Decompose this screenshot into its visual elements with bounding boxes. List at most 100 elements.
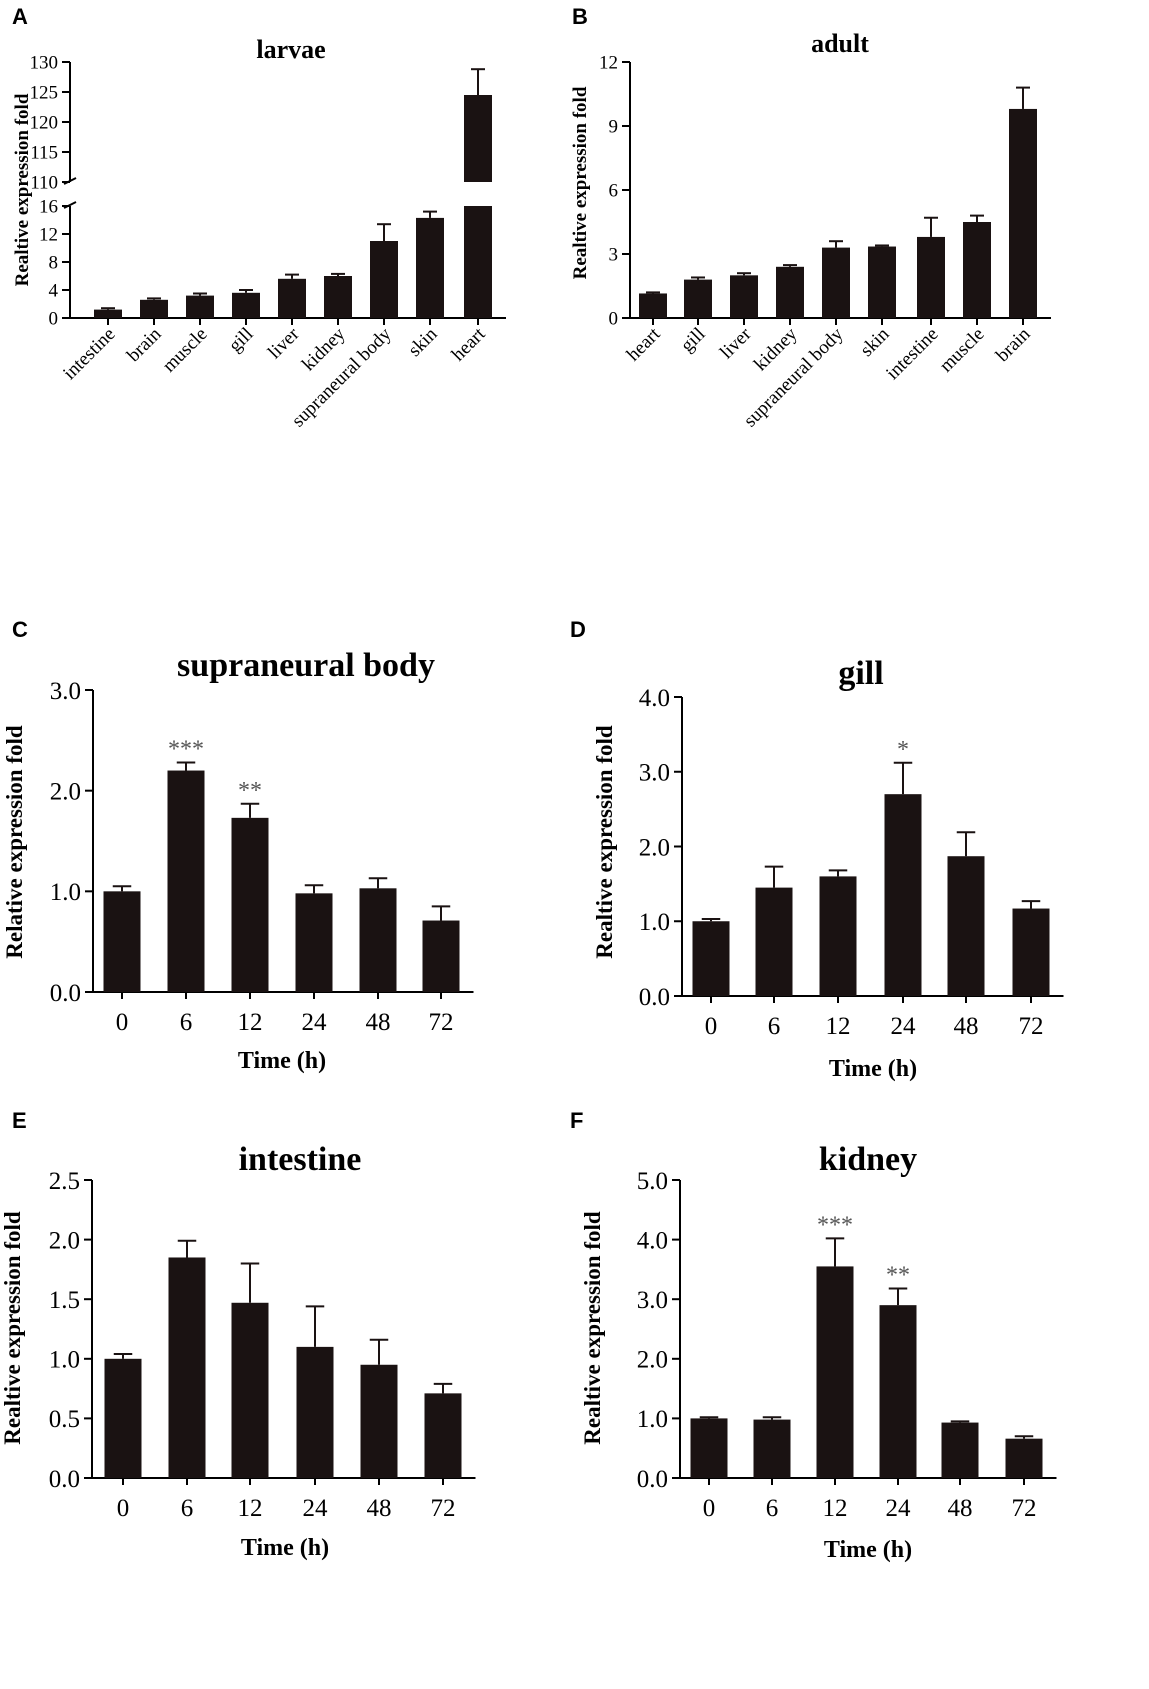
significance-label-d: * (897, 737, 909, 763)
bar-d-12 (819, 876, 857, 996)
bar-c-48 (359, 888, 397, 992)
bar-f-72 (1005, 1438, 1043, 1478)
x-tick-label-d: 6 (768, 1013, 781, 1040)
bar-c-72 (422, 920, 460, 992)
bar-c-24 (295, 893, 333, 992)
x-tick-label-c: 12 (238, 1009, 263, 1036)
x-tick-label-a: skin (404, 323, 442, 361)
bar-c-12 (231, 817, 269, 992)
y-tick-label-f: 0.0 (637, 1466, 668, 1493)
chart-title-c: supraneural body (177, 647, 435, 684)
bar-f-48 (941, 1422, 979, 1478)
y-tick-label-a: 0 (49, 309, 59, 330)
bar-e-48 (360, 1364, 398, 1478)
x-tick-label-d: 72 (1019, 1013, 1044, 1040)
bar-f-0 (690, 1418, 728, 1478)
x-tick-label-d: 48 (954, 1013, 979, 1040)
bar-b-brain (1009, 108, 1037, 318)
y-tick-label-a: 8 (49, 253, 59, 274)
bar-f-12 (816, 1266, 854, 1478)
y-tick-label-a: 16 (39, 197, 58, 218)
x-tick-label-c: 72 (429, 1009, 454, 1036)
bar-a-intestine (94, 309, 122, 318)
y-tick-label-b: 3 (609, 245, 619, 266)
x-tick-label-f: 6 (766, 1495, 779, 1522)
bar-d-48 (947, 856, 985, 996)
y-tick-label-e: 2.5 (49, 1168, 80, 1195)
y-axis-label-f: Realtive expression fold (580, 1211, 605, 1445)
panel-label-f: F (570, 1108, 583, 1133)
y-axis-label-c: Relative expression fold (2, 725, 27, 959)
x-axis-label-d: Time (h) (829, 1056, 917, 1082)
x-tick-label-b: gill (677, 324, 710, 357)
y-tick-label-a: 130 (30, 53, 59, 74)
bar-d-0 (692, 921, 730, 996)
x-tick-label-e: 12 (238, 1495, 263, 1522)
x-tick-label-c: 24 (302, 1009, 328, 1036)
bar-b-kidney (776, 266, 804, 318)
x-tick-label-f: 12 (823, 1495, 848, 1522)
bar-a-muscle (186, 295, 214, 318)
x-tick-label-f: 0 (703, 1495, 716, 1522)
y-tick-label-e: 2.0 (49, 1227, 80, 1254)
y-axis-label-e: Realtive expression fold (0, 1211, 25, 1445)
y-tick-label-a: 115 (30, 143, 58, 164)
x-tick-label-a: liver (264, 323, 304, 363)
bar-b-intestine (917, 236, 945, 318)
panel-label-a: A (12, 4, 28, 29)
y-tick-label-c: 2.0 (50, 778, 81, 805)
bar-b-liver (730, 275, 758, 318)
y-tick-label-e: 0.0 (49, 1466, 80, 1493)
y-tick-label-d: 1.0 (639, 909, 670, 936)
panel-label-b: B (572, 4, 588, 29)
y-tick-label-b: 9 (609, 117, 619, 138)
y-tick-label-d: 2.0 (639, 834, 670, 861)
x-tick-label-b: heart (623, 323, 665, 365)
y-tick-label-e: 1.5 (49, 1287, 80, 1314)
y-tick-label-d: 4.0 (639, 685, 670, 712)
y-tick-label-b: 0 (609, 309, 619, 330)
bar-e-0 (104, 1358, 142, 1478)
bar-c-0 (103, 891, 141, 992)
y-tick-label-f: 2.0 (637, 1347, 668, 1374)
x-tick-label-e: 6 (181, 1495, 194, 1522)
y-tick-label-f: 3.0 (637, 1287, 668, 1314)
bar-a-skin (416, 217, 444, 318)
x-tick-label-e: 48 (367, 1495, 392, 1522)
x-tick-label-a: heart (448, 323, 490, 365)
y-tick-label-d: 0.0 (639, 984, 670, 1011)
chart-title-f: kidney (819, 1141, 917, 1178)
y-tick-label-f: 1.0 (637, 1406, 668, 1433)
bar-a-brain (140, 299, 168, 318)
panel-label-e: E (12, 1108, 27, 1133)
x-tick-label-d: 12 (826, 1013, 851, 1040)
x-tick-label-d: 0 (705, 1013, 718, 1040)
x-tick-label-b: liver (716, 323, 756, 363)
y-tick-label-d: 3.0 (639, 760, 670, 787)
x-tick-label-b: intestine (882, 324, 942, 384)
y-tick-label-c: 3.0 (50, 678, 81, 705)
y-tick-label-f: 5.0 (637, 1168, 668, 1195)
x-tick-label-a: intestine (59, 324, 119, 384)
y-axis-label-d: Realtive expression fold (592, 725, 617, 959)
bar-a-kidney (324, 276, 352, 318)
x-tick-label-f: 48 (948, 1495, 973, 1522)
x-tick-label-c: 48 (366, 1009, 391, 1036)
bar-b-skin (868, 246, 896, 318)
chart-title-d: gill (838, 655, 883, 692)
bar-a-heart (464, 206, 492, 318)
x-tick-label-e: 0 (117, 1495, 130, 1522)
bar-a-liver (278, 278, 306, 318)
y-tick-label-a: 110 (30, 173, 58, 194)
bar-e-72 (424, 1393, 462, 1478)
bar-a-gill (232, 292, 260, 318)
significance-label-f: *** (817, 1212, 853, 1238)
y-tick-label-a: 125 (30, 83, 59, 104)
y-tick-label-c: 1.0 (50, 879, 81, 906)
bar-b-muscle (963, 222, 991, 318)
